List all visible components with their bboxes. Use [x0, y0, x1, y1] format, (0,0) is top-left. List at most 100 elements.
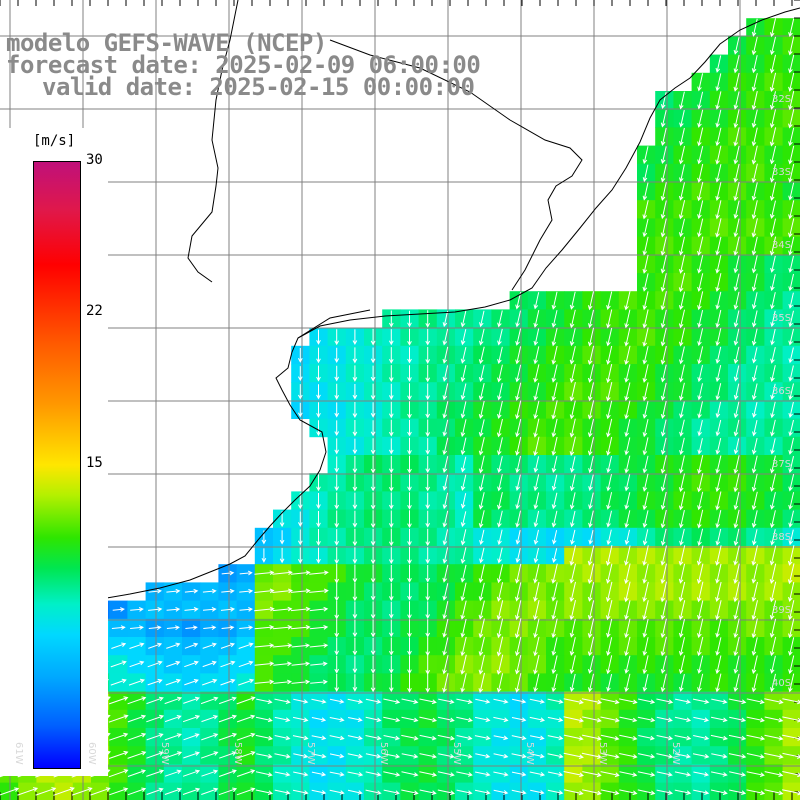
wind-arrow: [551, 563, 558, 584]
wind-arrow: [407, 383, 412, 401]
wind-arrow: [678, 236, 685, 256]
wind-arrow: [733, 54, 740, 74]
wind-arrow: [478, 474, 485, 492]
wind-arrow: [788, 618, 795, 639]
wind-arrow: [563, 752, 584, 759]
wind-arrow: [334, 474, 340, 492]
wind-arrow: [678, 200, 686, 220]
wind-arrow: [788, 145, 795, 165]
wind-arrow: [533, 599, 540, 621]
wind-arrow: [678, 145, 685, 165]
wind-arrow: [569, 599, 576, 621]
wind-arrow: [563, 716, 585, 723]
wind-arrow: [329, 753, 345, 759]
wind-arrow: [788, 236, 795, 256]
wind-arrow: [530, 789, 545, 795]
wind-arrow: [334, 637, 340, 656]
wind-arrow: [497, 328, 503, 346]
wind-arrow: [624, 673, 631, 693]
wind-arrow: [715, 383, 722, 401]
wind-arrow: [383, 771, 401, 777]
wind-arrow: [733, 528, 740, 547]
wind-arrow: [334, 547, 340, 565]
wind-arrow: [678, 655, 685, 675]
wind-arrow: [292, 716, 309, 723]
wind-arrow: [407, 365, 412, 382]
wind-arrow: [370, 492, 376, 510]
wind-arrow: [770, 401, 776, 419]
wind-arrow: [201, 715, 219, 723]
wind-arrow: [551, 582, 558, 602]
wind-arrow: [370, 510, 376, 529]
wind-arrow: [619, 789, 638, 796]
wind-arrow: [388, 473, 394, 492]
wind-arrow: [551, 310, 558, 328]
wind-arrow: [637, 771, 656, 777]
wind-arrow: [352, 384, 358, 400]
wind-arrow: [388, 673, 394, 693]
wind-arrow: [733, 145, 740, 165]
wind-arrow: [587, 291, 594, 311]
wind-arrow: [606, 510, 612, 528]
wind-arrow: [660, 218, 667, 238]
wind-arrow: [147, 660, 163, 668]
wind-arrow: [569, 309, 576, 329]
wind-arrow: [746, 789, 766, 796]
wind-arrow: [606, 381, 613, 402]
wind-arrow: [551, 291, 558, 310]
wind-arrow: [600, 752, 620, 759]
wind-arrow: [388, 583, 394, 601]
wind-arrow: [697, 73, 704, 92]
wind-arrow: [316, 329, 321, 345]
wind-arrow: [442, 637, 449, 656]
wind-arrow: [569, 637, 576, 657]
wind-arrow: [637, 698, 656, 704]
wind-arrow: [130, 607, 144, 612]
wind-arrow: [511, 735, 527, 741]
wind-arrow: [220, 678, 236, 686]
wind-arrow: [563, 734, 584, 741]
wind-arrow: [715, 91, 722, 110]
wind-arrow: [309, 588, 329, 594]
wind-arrow: [515, 382, 522, 401]
wind-arrow: [733, 200, 740, 220]
wind-arrow: [751, 109, 758, 129]
wind-arrow: [475, 753, 491, 759]
wind-arrow: [746, 734, 766, 741]
wind-arrow: [551, 600, 558, 620]
wind-arrow: [365, 753, 382, 759]
wind-arrow: [184, 660, 199, 668]
lon-label: 53W: [597, 742, 608, 765]
wind-arrow: [329, 771, 345, 777]
wind-arrow: [407, 637, 412, 656]
wind-arrow: [310, 661, 328, 667]
wind-arrow: [515, 492, 521, 510]
wind-arrow: [606, 563, 613, 584]
wind-arrow: [110, 660, 127, 668]
wind-arrow: [660, 200, 667, 220]
wind-speed-cells: [0, 18, 800, 800]
wind-arrow: [715, 364, 722, 383]
wind-arrow: [697, 236, 704, 256]
wind-arrow: [236, 787, 256, 796]
wind-arrow: [419, 789, 437, 795]
wind-arrow: [769, 91, 776, 110]
wind-arrow: [218, 732, 238, 741]
wind-arrow: [751, 18, 758, 37]
wind-arrow: [456, 735, 473, 741]
wind-arrow: [515, 436, 522, 456]
wind-arrow: [769, 200, 776, 220]
wind-arrow: [770, 455, 776, 474]
wind-arrow: [769, 18, 776, 38]
wind-arrow: [370, 638, 376, 656]
wind-arrow: [316, 511, 321, 528]
wind-arrow: [365, 735, 382, 741]
wind-arrow: [130, 625, 144, 630]
wind-arrow: [769, 182, 776, 202]
wind-arrow: [202, 678, 218, 686]
wind-arrow: [442, 510, 449, 528]
wind-arrow: [334, 601, 340, 620]
wind-arrow: [166, 660, 181, 668]
wind-arrow: [293, 771, 309, 777]
